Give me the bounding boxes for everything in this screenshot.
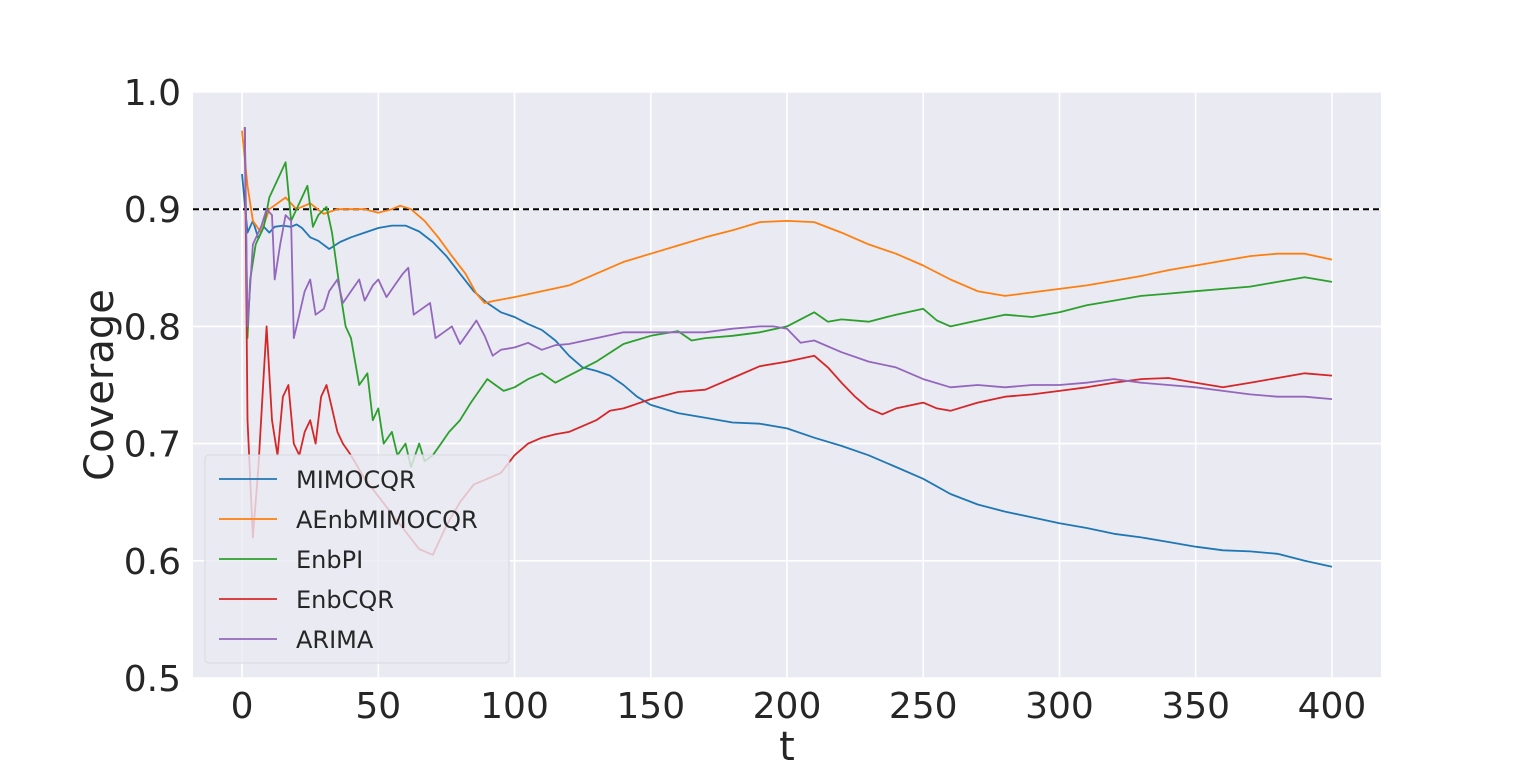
legend-label: EnbPI (296, 546, 363, 574)
y-axis-ticks: 0.5 0.6 0.7 0.8 0.9 1.0 (124, 73, 181, 700)
x-axis-label: t (779, 724, 795, 762)
legend-label: MIMOCQR (296, 466, 416, 494)
series-line-enbpi (243, 127, 1333, 468)
x-tick-label: 150 (616, 686, 685, 727)
y-tick-label: 1.0 (124, 73, 181, 114)
x-tick-label: 400 (1298, 686, 1367, 727)
y-tick-label: 0.7 (124, 425, 181, 466)
y-tick-label: 0.5 (124, 659, 181, 700)
series-line-arima (243, 127, 1333, 400)
x-tick-label: 250 (889, 686, 958, 727)
x-tick-label: 100 (480, 686, 549, 727)
legend-label: ARIMA (296, 626, 374, 654)
series-line-aenbmimocqr (241, 130, 1333, 304)
legend-label: EnbCQR (296, 586, 394, 614)
series-line-mimocqr (241, 173, 1333, 568)
y-tick-label: 0.9 (124, 190, 181, 231)
x-tick-label: 200 (753, 686, 822, 727)
series-layer (241, 127, 1333, 568)
legend-label: AEnbMIMOCQR (296, 506, 478, 534)
y-tick-label: 0.8 (124, 307, 181, 348)
x-tick-label: 50 (355, 686, 401, 727)
x-tick-label: 350 (1161, 686, 1230, 727)
x-tick-label: 300 (1025, 686, 1094, 727)
x-tick-label: 0 (231, 686, 254, 727)
y-axis-label: Coverage (77, 289, 123, 481)
series-line-enbcqr (243, 127, 1333, 556)
legend-box (204, 454, 510, 664)
x-axis-ticks: 0 50 100 150 200 250 300 350 400 (231, 686, 1367, 727)
legend: MIMOCQR AEnbMIMOCQR EnbPI EnbCQR ARIMA (204, 454, 510, 664)
y-tick-label: 0.6 (124, 542, 181, 583)
